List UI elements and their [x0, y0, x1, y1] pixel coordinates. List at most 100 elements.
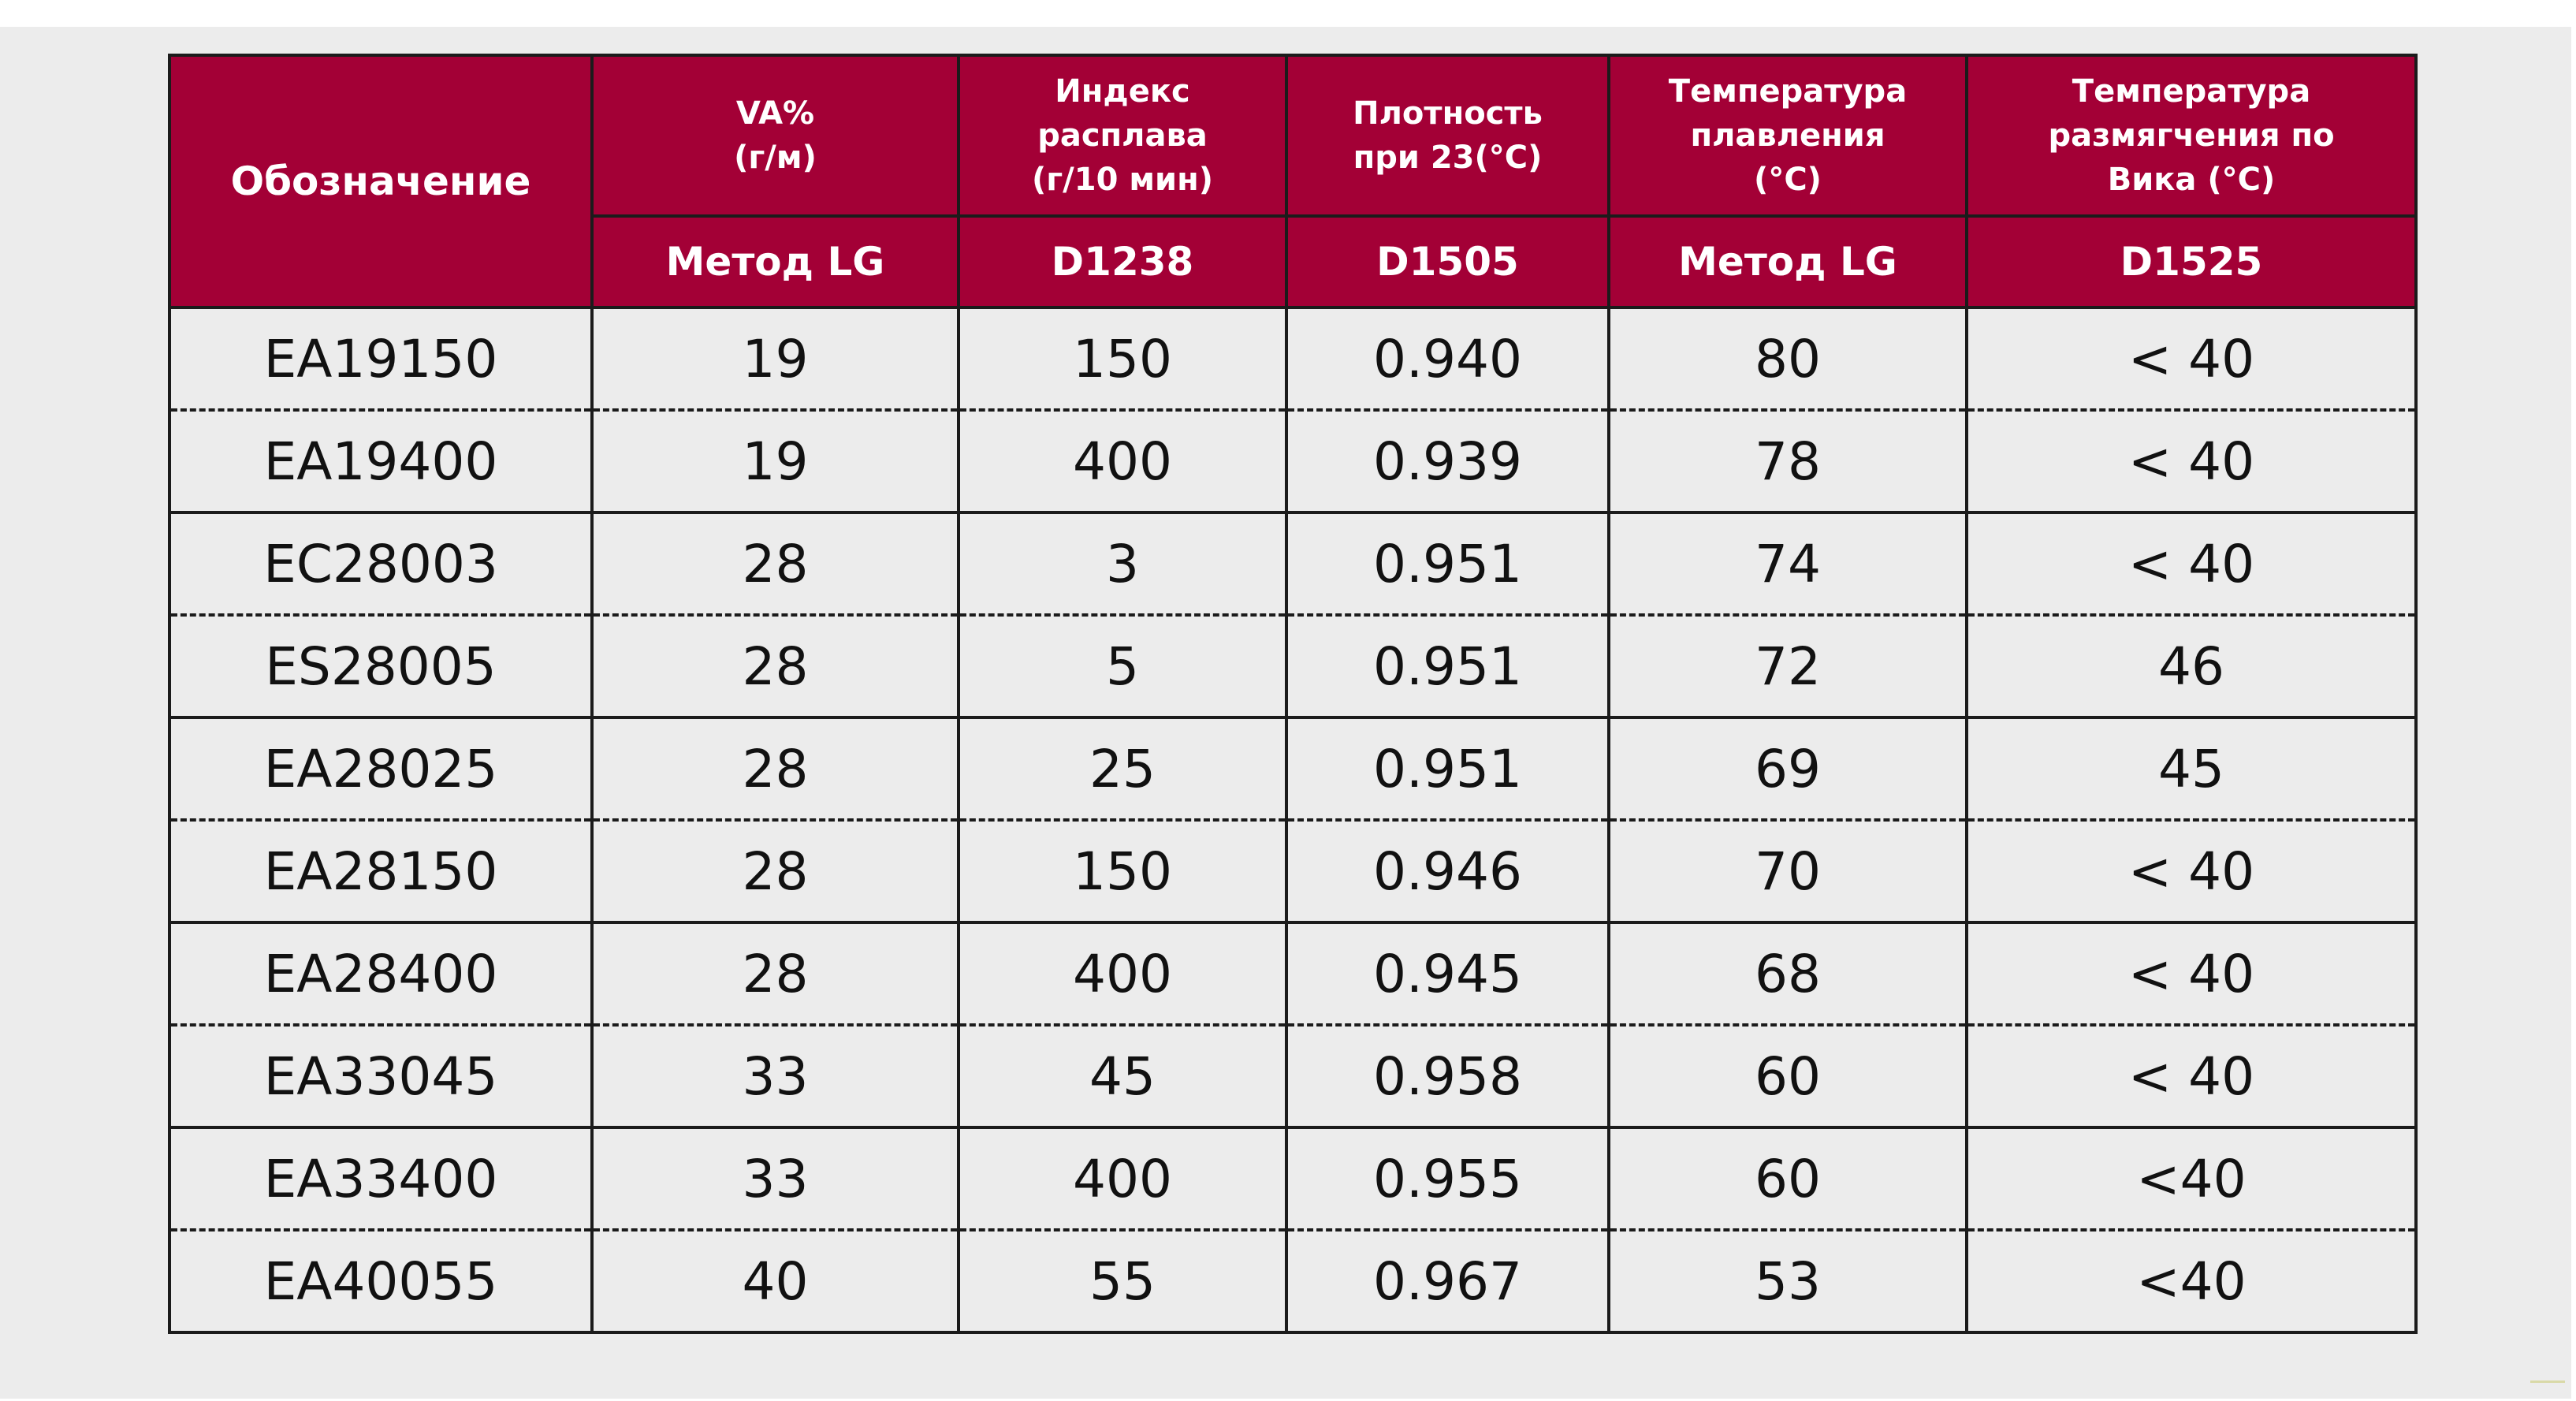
method-melt-index: D1238 — [957, 214, 1288, 309]
cell-melt-index: 45 — [957, 1023, 1288, 1127]
header-melt-index: Индекс расплава (г/10 мин) — [957, 54, 1288, 218]
cell-designation: EA28025 — [168, 716, 594, 820]
cell-vicat-temp: 45 — [1965, 716, 2418, 820]
cell-melt-index: 25 — [957, 716, 1288, 820]
cell-melting-temp: 60 — [1607, 1126, 1968, 1230]
header-designation-label: Обозначение — [230, 158, 531, 204]
table-row: EA33045 33 45 0.958 60 < 40 — [168, 1023, 2418, 1127]
cell-melting-temp: 80 — [1607, 306, 1968, 410]
cell-va: 28 — [590, 716, 960, 820]
method-vicat-temp: D1525 — [1965, 214, 2418, 309]
header-vicat-temp-line1: Температура — [2072, 73, 2311, 110]
slide-background: Обозначение VA% (г/м) Индекс расплава (г… — [0, 27, 2571, 1399]
header-melting-temp-line3: (°C) — [1754, 162, 1822, 198]
header-melt-index-line3: (г/10 мин) — [1031, 162, 1214, 198]
table-row: EA33400 33 400 0.955 60 <40 — [168, 1126, 2418, 1230]
cell-melting-temp: 70 — [1607, 818, 1968, 922]
table-row: EA19150 19 150 0.940 80 < 40 — [168, 306, 2418, 410]
header-vicat-temp: Температура размягчения по Вика (°C) — [1965, 54, 2418, 218]
method-density: D1505 — [1285, 214, 1610, 309]
header-density-line2: при 23(°C) — [1353, 140, 1543, 176]
cell-vicat-temp: 46 — [1965, 613, 2418, 717]
table-row: EA28400 28 400 0.945 68 < 40 — [168, 921, 2418, 1025]
cell-density: 0.939 — [1285, 408, 1610, 512]
cell-density: 0.967 — [1285, 1228, 1610, 1334]
cell-vicat-temp: <40 — [1965, 1126, 2418, 1230]
cell-designation: ES28005 — [168, 613, 594, 717]
cell-melting-temp: 74 — [1607, 511, 1968, 615]
cell-density: 0.951 — [1285, 511, 1610, 615]
cell-melting-temp: 69 — [1607, 716, 1968, 820]
cell-melt-index: 150 — [957, 818, 1288, 922]
cell-designation: EC28003 — [168, 511, 594, 615]
cell-density: 0.955 — [1285, 1126, 1610, 1230]
cell-vicat-temp: < 40 — [1965, 306, 2418, 410]
cell-vicat-temp: < 40 — [1965, 511, 2418, 615]
header-va-line2: (г/м) — [734, 140, 817, 176]
cell-designation: EA19400 — [168, 408, 594, 512]
cell-melting-temp: 60 — [1607, 1023, 1968, 1127]
cell-melt-index: 3 — [957, 511, 1288, 615]
cell-va: 28 — [590, 818, 960, 922]
method-va: Метод LG — [590, 214, 960, 309]
header-vicat-temp-line2: размягчения по — [2048, 117, 2335, 154]
cell-melting-temp: 72 — [1607, 613, 1968, 717]
cell-va: 40 — [590, 1228, 960, 1334]
header-vicat-temp-line3: Вика (°C) — [2107, 162, 2276, 198]
cell-designation: EA40055 — [168, 1228, 594, 1334]
cell-density: 0.945 — [1285, 921, 1610, 1025]
cell-melting-temp: 68 — [1607, 921, 1968, 1025]
cell-density: 0.951 — [1285, 613, 1610, 717]
cell-designation: EA19150 — [168, 306, 594, 410]
table-row: EA28150 28 150 0.946 70 < 40 — [168, 818, 2418, 922]
cell-melt-index: 400 — [957, 408, 1288, 512]
cell-designation: EA33045 — [168, 1023, 594, 1127]
cell-density: 0.951 — [1285, 716, 1610, 820]
header-melt-index-line2: расплава — [1037, 117, 1208, 154]
properties-table: Обозначение VA% (г/м) Индекс расплава (г… — [168, 54, 2418, 1334]
cell-density: 0.958 — [1285, 1023, 1610, 1127]
cell-melt-index: 55 — [957, 1228, 1288, 1334]
cell-density: 0.946 — [1285, 818, 1610, 922]
cell-designation: EA28150 — [168, 818, 594, 922]
header-designation: Обозначение — [168, 54, 594, 309]
table-row: EA19400 19 400 0.939 78 < 40 — [168, 408, 2418, 512]
cell-melting-temp: 78 — [1607, 408, 1968, 512]
header-va-line1: VA% — [735, 95, 815, 132]
header-va: VA% (г/м) — [590, 54, 960, 218]
cell-melt-index: 400 — [957, 1126, 1288, 1230]
cell-va: 33 — [590, 1023, 960, 1127]
header-melting-temp-line1: Температура — [1668, 73, 1908, 110]
table-row: EA40055 40 55 0.967 53 <40 — [168, 1228, 2418, 1334]
cell-vicat-temp: <40 — [1965, 1228, 2418, 1334]
cell-melting-temp: 53 — [1607, 1228, 1968, 1334]
table-row: ES28005 28 5 0.951 72 46 — [168, 613, 2418, 717]
cell-va: 28 — [590, 921, 960, 1025]
table-body: EA19150 19 150 0.940 80 < 40 EA19400 19 400 0.939… — [168, 306, 2418, 1334]
header-melting-temp: Температура плавления (°C) — [1607, 54, 1968, 218]
corner-mark — [2530, 1381, 2565, 1383]
table-row: EA28025 28 25 0.951 69 45 — [168, 716, 2418, 820]
header-density: Плотность при 23(°C) — [1285, 54, 1610, 218]
header-melting-temp-line2: плавления — [1690, 117, 1885, 154]
cell-vicat-temp: < 40 — [1965, 408, 2418, 512]
cell-vicat-temp: < 40 — [1965, 1023, 2418, 1127]
cell-va: 19 — [590, 306, 960, 410]
cell-density: 0.940 — [1285, 306, 1610, 410]
cell-vicat-temp: < 40 — [1965, 818, 2418, 922]
header-density-line1: Плотность — [1353, 95, 1543, 132]
method-melting-temp: Метод LG — [1607, 214, 1968, 309]
cell-designation: EA28400 — [168, 921, 594, 1025]
cell-melt-index: 150 — [957, 306, 1288, 410]
cell-designation: EA33400 — [168, 1126, 594, 1230]
table-row: EC28003 28 3 0.951 74 < 40 — [168, 511, 2418, 615]
table-header: Обозначение VA% (г/м) Индекс расплава (г… — [168, 54, 2418, 309]
cell-va: 28 — [590, 613, 960, 717]
cell-melt-index: 5 — [957, 613, 1288, 717]
cell-va: 33 — [590, 1126, 960, 1230]
cell-va: 19 — [590, 408, 960, 512]
cell-melt-index: 400 — [957, 921, 1288, 1025]
cell-vicat-temp: < 40 — [1965, 921, 2418, 1025]
cell-va: 28 — [590, 511, 960, 615]
header-melt-index-line1: Индекс — [1055, 73, 1190, 110]
